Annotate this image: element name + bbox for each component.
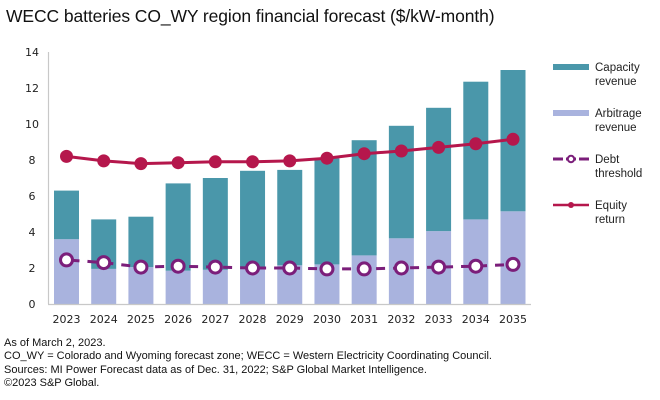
equity-return-point [357,147,371,161]
legend-label: Equity return [595,200,627,226]
equity-return-point [506,132,520,146]
y-tick-label: 14 [25,46,39,59]
x-tick-label: 2023 [53,313,81,326]
capacity-swatch-icon [553,64,589,70]
bar-arbitrage-revenue [202,269,228,304]
equity-return-point [469,137,483,151]
x-tick-label: 2033 [425,313,453,326]
debt-threshold-point [468,258,484,274]
arbitrage-swatch-icon [553,110,589,116]
debt-threshold-point [170,258,186,274]
footnote-date: As of March 2, 2023. [4,337,106,349]
y-tick-label: 2 [29,262,36,275]
y-tick-label: 6 [29,190,36,203]
bar-arbitrage-revenue [54,239,79,304]
bar-capacity-revenue [202,178,228,270]
bar-capacity-revenue [54,190,79,240]
debt-threshold-point [319,261,335,277]
y-tick-label: 0 [29,298,36,311]
x-tick-label: 2027 [201,313,229,326]
legend: Capacity revenue Arbitrage revenue Debt … [553,62,658,246]
bar-capacity-revenue [165,183,191,271]
bar-capacity-revenue [426,107,452,232]
equity-return-point [97,154,111,168]
debt-threshold-point [207,259,223,275]
equity-return-point [171,156,185,170]
debt-threshold-point [431,259,447,275]
equity-return-point [283,154,297,168]
x-tick-label: 2029 [276,313,304,326]
debt-line-marker-icon [553,154,589,164]
x-tick-label: 2031 [350,313,378,326]
footnote-abbreviations: CO_WY = Colorado and Wyoming forecast zo… [4,350,492,363]
bar-capacity-revenue [128,216,154,268]
legend-item-equity: Equity return [553,200,658,246]
debt-threshold-point [356,261,372,277]
equity-return-point [394,144,408,158]
y-tick-label: 10 [25,118,39,131]
bar-capacity-revenue [240,170,266,268]
x-tick-label: 2024 [90,313,118,326]
x-tick-label: 2035 [499,313,527,326]
debt-threshold-point [96,255,112,271]
legend-label: Debt threshold [595,154,643,180]
bar-arbitrage-revenue [165,270,191,304]
y-tick-label: 12 [25,82,39,95]
x-tick-label: 2026 [164,313,192,326]
debt-threshold-point [59,252,74,268]
equity-return-point [134,157,148,171]
equity-line-marker-icon [553,202,589,208]
legend-label: Capacity revenue [595,62,640,88]
footnote-copyright: ©2023 S&P Global. [4,376,100,389]
equity-return-point [246,155,260,169]
debt-threshold-point [133,259,149,275]
equity-return-point [60,149,73,163]
bar-arbitrage-revenue [91,268,117,304]
bars [54,70,526,304]
legend-item-debt: Debt threshold [553,154,658,200]
legend-item-capacity: Capacity revenue [553,62,658,108]
chart-title: WECC batteries CO_WY region financial fo… [6,6,495,26]
y-tick-label: 4 [29,226,36,239]
debt-threshold-point [282,260,298,276]
x-tick-label: 2030 [313,313,341,326]
debt-threshold-point [505,256,521,272]
debt-threshold-point [245,260,261,276]
equity-return-point [208,155,222,169]
y-tick-label: 8 [29,154,36,167]
bar-capacity-revenue [388,125,414,239]
x-tick-label: 2028 [239,313,267,326]
bar-capacity-revenue [463,81,489,220]
equity-return-series [60,132,520,171]
equity-return-point [432,140,446,154]
bar-capacity-revenue [314,158,340,265]
equity-return-point [320,151,334,165]
x-tick-label: 2032 [387,313,415,326]
debt-threshold-series [59,252,521,277]
x-axis-ticks: 2023 2024 2025 2026 2027 2028 2029 2030 2031 2032… [53,313,528,326]
footnote-sources: Sources: MI Power Forecast data as of De… [4,363,427,376]
footnotes: As of March 2, 2023. CO_WY = Colorado an… [4,337,492,390]
y-axis-ticks: 0 2 4 6 8 10 12 14 [25,46,39,311]
x-tick-label: 2025 [127,313,155,326]
bar-capacity-revenue [277,169,303,266]
legend-item-arbitrage: Arbitrage revenue [553,108,658,154]
debt-threshold-point [393,260,409,276]
legend-label: Arbitrage revenue [595,108,642,134]
x-tick-label: 2034 [462,313,490,326]
